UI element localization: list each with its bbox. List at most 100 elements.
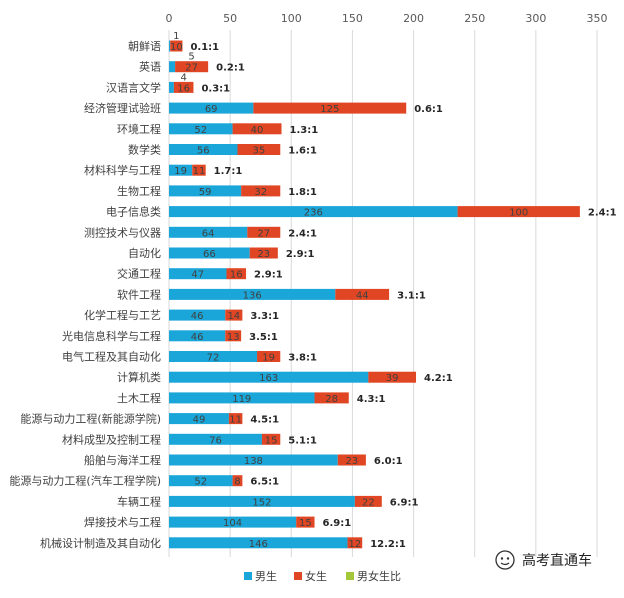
data-label-ratio: 0.3:1 [201, 83, 230, 94]
category-label: 土木工程 [117, 392, 161, 405]
category-label: 数学类 [128, 143, 161, 157]
bar-female [247, 226, 281, 238]
data-label-ratio: 1.8:1 [288, 187, 317, 198]
data-label-male: 47 [191, 270, 204, 281]
bar-male [169, 247, 250, 259]
bar-female [192, 164, 206, 176]
data-label-female: 39 [386, 373, 399, 384]
data-label-male: 146 [249, 539, 268, 550]
category-label: 能源与动力工程(新能源学院) [20, 412, 161, 426]
bar-female [237, 144, 281, 155]
bar-male [169, 537, 348, 549]
data-label-female: 8 [234, 477, 240, 488]
data-label-female: 27 [257, 228, 270, 239]
data-label-female: 100 [509, 208, 528, 219]
data-label-male: 64 [202, 228, 215, 239]
data-label-female: 11 [229, 415, 242, 426]
bar-female [232, 123, 282, 135]
data-label-female: 22 [362, 497, 375, 508]
wechat-icon [495, 550, 515, 570]
data-label-ratio: 4.3:1 [357, 394, 386, 405]
category-label: 能源与动力工程(汽车工程学院) [9, 474, 161, 488]
category-label: 化学工程与工艺 [84, 308, 161, 322]
bar-male [169, 206, 458, 218]
data-label-male: 76 [209, 435, 222, 446]
category-label: 光电信息科学与工程 [62, 329, 161, 343]
data-label-female: 27 [185, 63, 198, 74]
data-label-male: 19 [174, 166, 187, 177]
data-label-female: 19 [262, 353, 275, 364]
data-label-female: 14 [227, 311, 240, 322]
category-label: 船舶与海洋工程 [84, 453, 161, 467]
category-label: 电气工程及其自动化 [62, 350, 161, 364]
legend-label: 男女生比 [357, 569, 401, 583]
data-label-ratio: 3.5:1 [249, 332, 278, 343]
data-label-male: 56 [197, 146, 210, 157]
data-label-ratio: 1.3:1 [290, 125, 319, 136]
category-label: 材料成型及控制工程 [62, 432, 161, 446]
data-label-male: 163 [259, 373, 278, 384]
legend-label: 男生 [255, 569, 277, 583]
data-label-ratio: 4.2:1 [424, 373, 453, 384]
data-label-ratio: 4.5:1 [250, 415, 279, 426]
category-label: 朝鲜语 [128, 39, 161, 53]
data-label-male: 72 [207, 353, 220, 364]
x-tick-label: 300 [525, 12, 546, 25]
bar-female [457, 206, 580, 218]
bar-male [169, 330, 226, 342]
data-label-ratio: 3.1:1 [397, 290, 426, 301]
bar-male [169, 309, 226, 321]
data-label-female: 44 [356, 290, 369, 301]
bar-female [225, 309, 243, 321]
bar-male [169, 495, 355, 507]
data-label-male: 52 [194, 125, 207, 136]
data-label-ratio: 1.6:1 [288, 146, 317, 157]
data-label-male: 66 [203, 249, 216, 260]
bar-male [169, 516, 297, 528]
bar-female [296, 516, 315, 528]
category-label: 环境工程 [117, 122, 161, 136]
data-label-ratio: 6.9:1 [390, 497, 419, 508]
bar-female [173, 81, 194, 93]
data-label-female: 15 [265, 435, 278, 446]
bar-male [169, 433, 262, 445]
category-label: 软件工程 [117, 287, 161, 301]
watermark: 高考直通车 [495, 550, 592, 570]
data-label-ratio: 0.6:1 [414, 104, 443, 115]
x-tick-label: 100 [281, 12, 302, 25]
x-tick-label: 200 [403, 12, 424, 25]
category-label: 计算机类 [117, 370, 161, 384]
data-label-male: 138 [244, 456, 263, 467]
bar-male [169, 164, 193, 176]
bar-female [337, 454, 366, 466]
data-label-ratio: 0.1:1 [190, 42, 219, 53]
bar-male [169, 185, 242, 197]
category-label: 机械设计制造及其自动化 [40, 536, 161, 550]
category-label: 经济管理试验班 [84, 101, 161, 115]
bar-female [368, 371, 417, 383]
data-label-female: 28 [325, 394, 338, 405]
data-label-male: 49 [193, 415, 206, 426]
bar-male [169, 371, 369, 383]
category-label: 测控技术与仪器 [84, 225, 161, 239]
bar-male [169, 475, 233, 487]
legend-label: 女生 [305, 569, 327, 583]
data-label-ratio: 2.4:1 [288, 228, 317, 239]
data-label-ratio: 2.9:1 [286, 249, 315, 260]
data-label-female: 32 [254, 187, 267, 198]
legend-swatch [346, 572, 354, 580]
data-label-ratio: 3.8:1 [288, 353, 317, 364]
category-label: 英语 [139, 60, 161, 74]
bar-female [170, 40, 183, 52]
category-axis: 朝鲜语英语汉语言文学经济管理试验班环境工程数学类材料科学与工程生物工程电子信息类… [9, 39, 161, 550]
data-label-male: 136 [243, 290, 262, 301]
data-label-ratio: 1.7:1 [214, 166, 243, 177]
bar-male [169, 268, 227, 280]
data-label-male: 4 [180, 72, 186, 83]
data-label-male: 46 [191, 332, 204, 343]
data-label-male: 69 [205, 104, 218, 115]
bar-female [226, 268, 247, 280]
bar-female [261, 433, 281, 445]
x-tick-label: 0 [166, 12, 173, 25]
